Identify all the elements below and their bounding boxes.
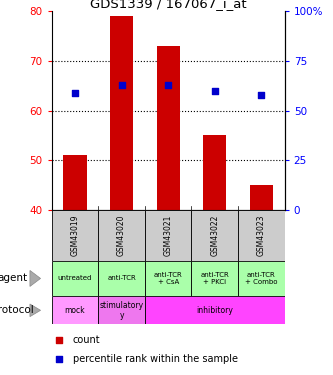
Bar (110, 16, 133, 210)
Polygon shape (30, 304, 41, 316)
Bar (145, 296, 285, 324)
Text: GSM43021: GSM43021 (164, 214, 173, 256)
Point (212, 88, 217, 94)
Bar (52, 261, 98, 296)
Bar (191, 261, 238, 296)
Bar (157, 46, 180, 210)
Point (56, 356, 61, 362)
Text: GSM43023: GSM43023 (257, 214, 266, 256)
Bar (250, 185, 273, 210)
Bar (63, 155, 87, 210)
Bar (238, 261, 285, 296)
Bar (98, 296, 145, 324)
Bar (145, 210, 191, 261)
Bar (145, 261, 191, 296)
Text: count: count (73, 335, 100, 345)
Text: inhibitory: inhibitory (196, 306, 233, 315)
Text: stimulatory
y: stimulatory y (100, 301, 144, 320)
Text: agent: agent (0, 273, 27, 284)
Title: GDS1339 / 167067_i_at: GDS1339 / 167067_i_at (90, 0, 246, 10)
Bar (238, 210, 285, 261)
Text: anti-TCR: anti-TCR (107, 275, 136, 281)
Text: GSM43020: GSM43020 (117, 214, 126, 256)
Text: mock: mock (65, 306, 85, 315)
Text: anti-TCR
+ Combo: anti-TCR + Combo (245, 272, 278, 285)
Text: percentile rank within the sample: percentile rank within the sample (73, 354, 237, 364)
Text: anti-TCR
+ CsA: anti-TCR + CsA (154, 272, 182, 285)
Text: protocol: protocol (0, 305, 33, 315)
Bar (191, 210, 238, 261)
Point (166, 82, 171, 88)
Polygon shape (30, 270, 41, 286)
Bar (52, 210, 98, 261)
Text: GSM43019: GSM43019 (70, 214, 80, 256)
Bar (98, 261, 145, 296)
Point (72, 90, 78, 96)
Point (119, 82, 124, 88)
Bar (52, 296, 98, 324)
Point (259, 92, 264, 98)
Bar (98, 210, 145, 261)
Text: untreated: untreated (58, 275, 92, 281)
Text: anti-TCR
+ PKCi: anti-TCR + PKCi (200, 272, 229, 285)
Text: GSM43022: GSM43022 (210, 214, 219, 256)
Point (56, 337, 61, 343)
Bar (203, 135, 226, 210)
